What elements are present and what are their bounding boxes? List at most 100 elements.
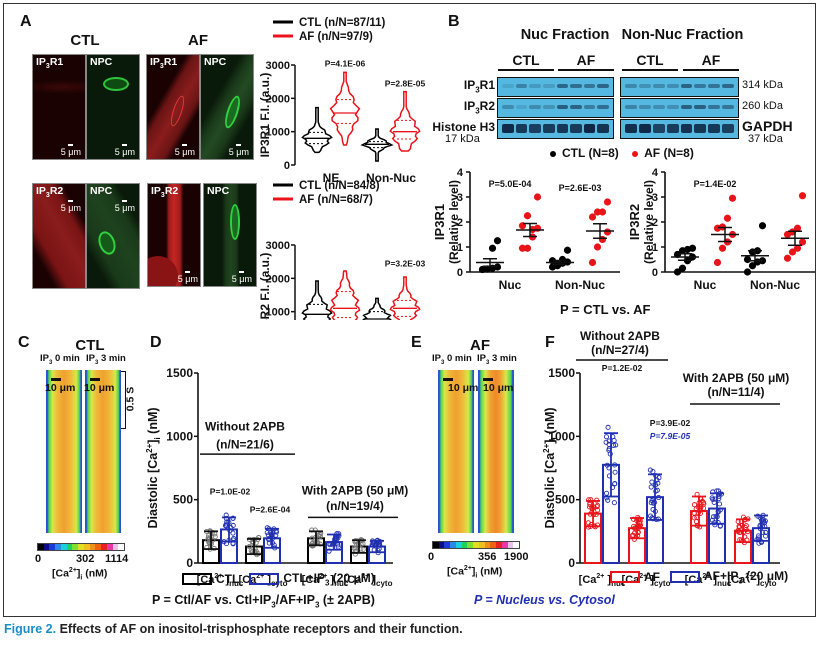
colorbar-segment <box>83 544 90 550</box>
micrograph-af-ip3r2: IP3R2 5 μm <box>147 183 201 287</box>
y-tick-label: 2000 <box>266 93 290 105</box>
data-point <box>231 535 237 541</box>
data-point <box>712 522 718 528</box>
colorbar-segment <box>60 544 67 550</box>
colorbar-min: 0 <box>428 551 435 563</box>
linescan-ctl-3min <box>85 370 121 533</box>
legend-label: CTL (n/N=84/8) <box>299 180 380 192</box>
colorbar-segment <box>473 542 479 548</box>
data-point <box>593 208 602 216</box>
western-blot-strip <box>620 77 739 97</box>
legend-swatch-ctl-ip3 <box>249 573 280 586</box>
blot-label-ip3r1: IP3R1 <box>463 78 495 95</box>
micrograph-label: NPC <box>90 185 113 197</box>
blot-band <box>583 105 596 109</box>
colorbar-mid: 356 <box>478 551 497 563</box>
time-scale-label: 0.5 S <box>124 386 137 412</box>
data-point <box>630 532 636 538</box>
data-point <box>335 542 341 548</box>
blot-band <box>666 105 679 109</box>
blot-band <box>625 84 637 88</box>
data-point <box>691 502 698 508</box>
micrograph-label: NPC <box>207 185 230 197</box>
data-point <box>612 481 618 487</box>
data-point <box>266 536 272 543</box>
blot-band <box>542 124 555 133</box>
scale-bar-10um <box>443 378 453 381</box>
nucleus-envelope <box>95 228 119 258</box>
data-point <box>264 525 270 531</box>
blot-band <box>597 105 609 109</box>
adjacent-cell <box>148 256 178 286</box>
data-point <box>589 509 595 515</box>
blot-band <box>515 84 528 88</box>
colorbar-ctl <box>37 543 125 551</box>
blot-band <box>583 124 596 133</box>
y-axis-label: IP3R1 F.I. (a.u.) <box>258 73 272 158</box>
data-point <box>762 524 768 530</box>
data-point <box>793 244 802 252</box>
data-point <box>270 529 276 535</box>
legend-label-af-ip3: AF+IP3 (20 μM) <box>704 569 789 586</box>
colorbar-segment <box>438 542 445 548</box>
violin <box>329 270 361 320</box>
violin <box>360 128 394 162</box>
western-blot-strip <box>497 77 614 97</box>
violin <box>301 106 333 154</box>
blot-group-af-nonnuc: AF <box>683 52 739 71</box>
linescan-ctl-0min <box>46 370 82 533</box>
data-point <box>743 268 752 276</box>
data-point <box>483 265 492 273</box>
panel-c-col-label-1: IP3 3 min <box>86 353 126 366</box>
y-tick-label: 0 <box>652 267 658 279</box>
panel-letter-f: F <box>545 334 555 351</box>
data-point <box>588 213 597 221</box>
data-point <box>230 515 236 521</box>
blot-band <box>708 124 721 133</box>
data-point <box>523 212 532 220</box>
blot-band <box>708 105 721 109</box>
y-axis-label: IP3R1 <box>432 204 447 240</box>
group-n: (n/N=27/4) <box>591 343 649 357</box>
y-tick-label: 1000 <box>266 307 290 319</box>
colorbar-segment <box>484 542 491 548</box>
scale-bar: 5 μm <box>232 271 252 284</box>
panel-f-footnote: P = Nucleus vs. Cytosol <box>474 593 615 607</box>
blot-band <box>666 84 679 88</box>
blot-band <box>666 124 679 133</box>
panel-b-footnote: P = CTL vs. AF <box>560 302 651 317</box>
colorbar-segment <box>490 542 497 548</box>
kda-ip3r2: 260 kDa <box>742 100 783 112</box>
colorbar-segment <box>101 544 107 550</box>
data-point <box>713 513 719 519</box>
panel-a-ctl-header: CTL <box>70 32 100 49</box>
blot-band <box>597 124 609 133</box>
blot-band <box>556 84 569 88</box>
blot-band <box>515 105 528 109</box>
y-tick-label: 2000 <box>266 273 290 285</box>
violin <box>301 280 333 320</box>
legend-swatch-af <box>610 571 640 584</box>
data-point <box>603 198 612 206</box>
data-point <box>763 533 769 539</box>
scale-label: 10 μm <box>483 382 514 394</box>
scale-label: 10 μm <box>84 382 115 394</box>
blot-band <box>625 124 637 133</box>
panel-c-col-label-0: IP3 0 min <box>40 353 80 366</box>
colorbar-max: 1114 <box>105 553 129 565</box>
blot-band <box>529 84 541 88</box>
data-point <box>743 255 752 264</box>
data-point <box>700 499 706 506</box>
blot-band <box>680 84 693 88</box>
y-tick-label: 2 <box>457 217 463 229</box>
y-tick-label: 4 <box>457 167 464 179</box>
data-point <box>763 529 769 536</box>
data-point <box>748 262 757 270</box>
colorbar-segment <box>433 542 439 548</box>
kda-histone: 17 kDa <box>445 133 480 145</box>
colorbar-label: [Ca2+]i (nM) <box>447 565 503 580</box>
data-point <box>656 495 662 501</box>
y-tick-label: 3000 <box>266 240 290 252</box>
blot-band <box>694 84 707 88</box>
